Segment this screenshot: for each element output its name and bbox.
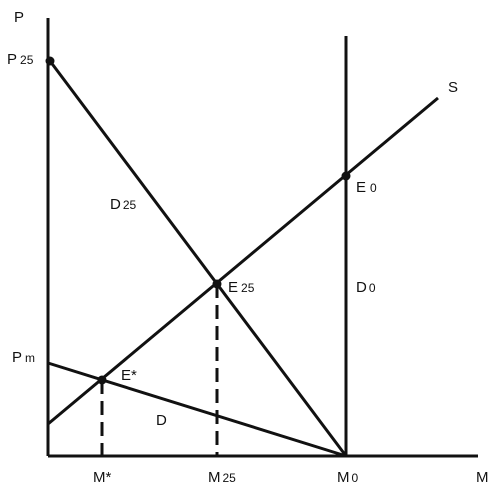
- price-label-p25: P 25: [7, 51, 34, 68]
- point-e25: [212, 279, 222, 289]
- point-p25: [45, 56, 55, 66]
- demand-curve-d: [47, 361, 347, 458]
- x-axis-label: M: [476, 469, 489, 486]
- quantity-label-m25: M 25: [208, 469, 236, 486]
- curve-label-d25: D 25: [110, 196, 137, 213]
- demand-curve-d25: [48, 60, 348, 457]
- point-estar: [97, 375, 107, 385]
- point-label-e25: E 25: [228, 279, 255, 296]
- point-label-estar: E*: [121, 367, 137, 384]
- quantity-label-mstar: M*: [93, 469, 111, 486]
- supply-curve-s: [47, 96, 439, 426]
- curve-label-d: D: [156, 412, 167, 429]
- point-e0: [341, 171, 351, 181]
- curve-label-s: S: [448, 79, 458, 96]
- y-axis-label: P: [14, 9, 24, 26]
